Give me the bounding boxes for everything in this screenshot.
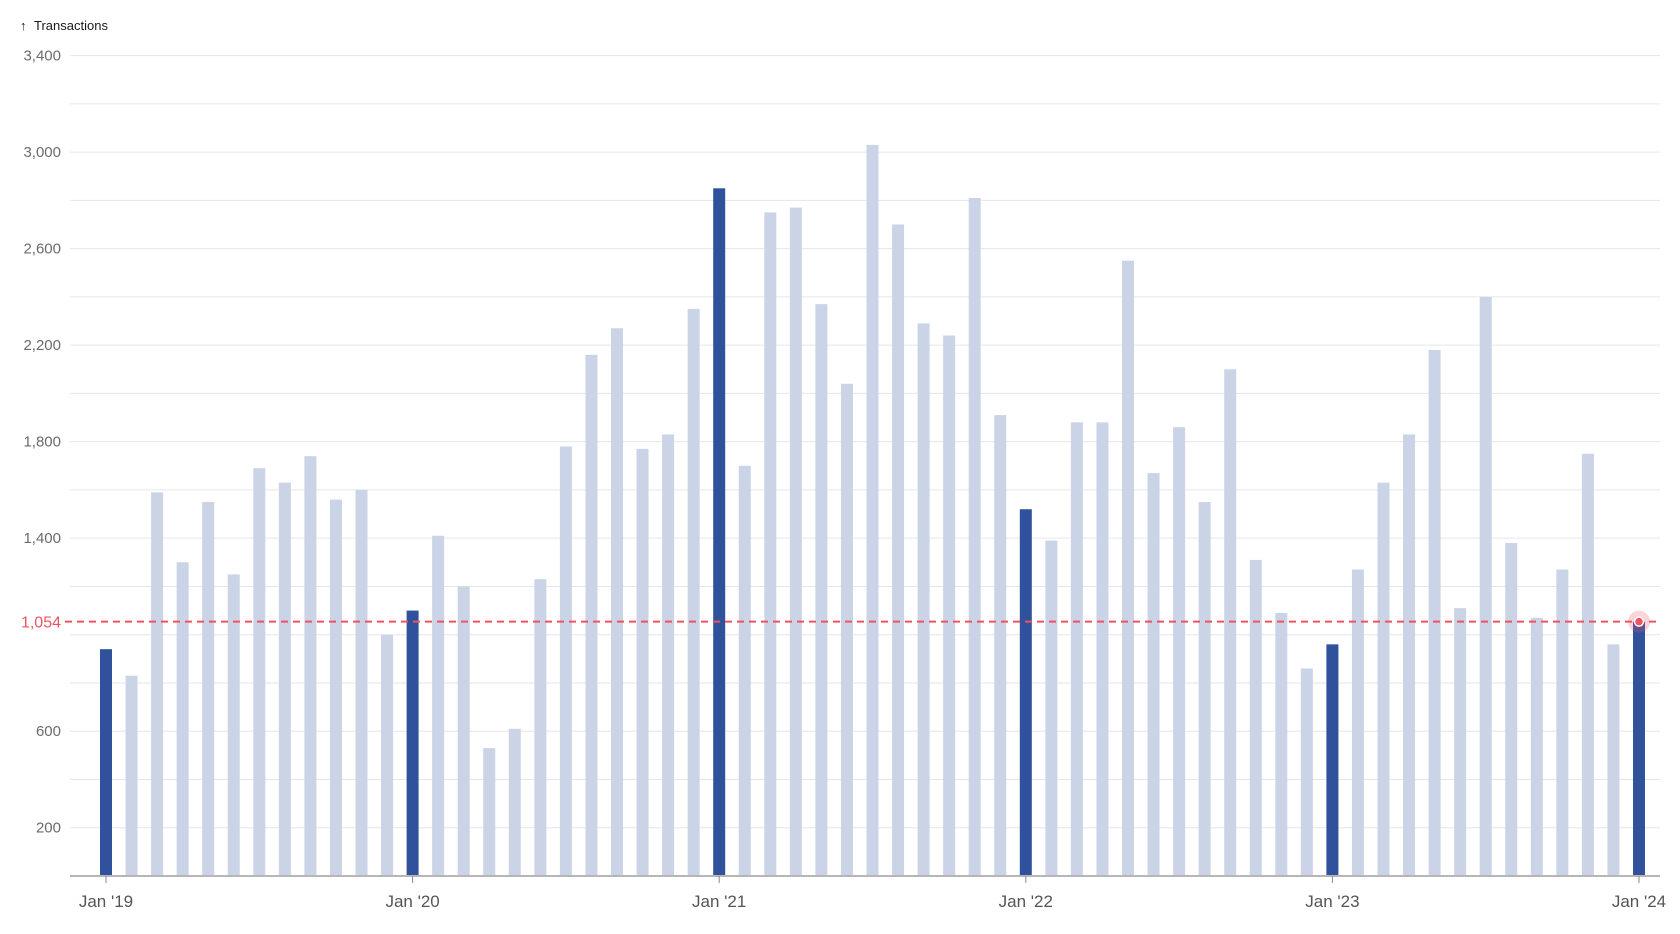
- y-tick-label: 3,400: [23, 48, 61, 65]
- y-axis-label: Transactions: [34, 18, 108, 33]
- bar[interactable]: [968, 197, 981, 875]
- bar[interactable]: [1300, 668, 1313, 875]
- bar[interactable]: [1428, 349, 1441, 875]
- bar[interactable]: [611, 328, 623, 875]
- x-tick-label: Jan '19: [79, 892, 133, 911]
- bar[interactable]: [1122, 260, 1134, 875]
- bar[interactable]: [585, 354, 598, 875]
- bar[interactable]: [381, 634, 394, 875]
- y-tick-label: 1,800: [23, 434, 61, 451]
- bar[interactable]: [151, 492, 164, 875]
- bar[interactable]: [534, 579, 547, 875]
- bar[interactable]: [892, 224, 905, 876]
- bar[interactable]: [1479, 296, 1492, 875]
- bar[interactable]: [1607, 644, 1620, 875]
- bar[interactable]: [508, 728, 521, 875]
- bar[interactable]: [1096, 422, 1109, 875]
- bar[interactable]: [1147, 473, 1160, 875]
- bar[interactable]: [1173, 427, 1186, 875]
- bar[interactable]: [738, 465, 751, 875]
- bar[interactable]: [1556, 569, 1569, 875]
- bar[interactable]: [1070, 422, 1083, 875]
- bar[interactable]: [1454, 608, 1467, 875]
- bar[interactable]: [789, 207, 802, 875]
- bar[interactable]: [636, 448, 649, 875]
- bar-highlighted[interactable]: [713, 188, 726, 876]
- bar[interactable]: [202, 501, 215, 875]
- bar[interactable]: [687, 308, 700, 875]
- x-tick-label: Jan '23: [1305, 892, 1359, 911]
- bar[interactable]: [1249, 559, 1262, 875]
- bar[interactable]: [994, 415, 1007, 875]
- y-tick-label: 2,600: [23, 241, 61, 258]
- bar[interactable]: [866, 144, 879, 876]
- x-tick-label: Jan '24: [1612, 892, 1666, 911]
- reference-line-group: 1,054: [21, 610, 1660, 633]
- bar[interactable]: [943, 335, 956, 875]
- y-axis-title: ↑ Transactions: [20, 18, 108, 33]
- bar[interactable]: [764, 212, 777, 876]
- bar[interactable]: [304, 456, 317, 875]
- bar-highlighted[interactable]: [406, 610, 419, 875]
- bar[interactable]: [1505, 543, 1518, 875]
- bar[interactable]: [1351, 569, 1364, 875]
- bar[interactable]: [176, 562, 189, 875]
- bar[interactable]: [917, 323, 930, 876]
- bar[interactable]: [662, 434, 675, 875]
- bar[interactable]: [840, 383, 853, 875]
- x-tick-label: Jan '22: [999, 892, 1053, 911]
- y-tick-label: 2,200: [23, 337, 61, 354]
- y-axis-tick-labels: 200 600 1,400 1,800 2,200 2,600 3,000 3,400: [23, 48, 61, 837]
- bar[interactable]: [1581, 453, 1594, 875]
- bar[interactable]: [559, 446, 572, 875]
- reference-line-label: 1,054: [21, 615, 61, 632]
- bars: [100, 144, 1645, 876]
- x-tick-label: Jan '20: [385, 892, 439, 911]
- bar[interactable]: [355, 489, 368, 875]
- reference-point[interactable]: [1633, 616, 1645, 627]
- bar-highlighted[interactable]: [1326, 644, 1339, 875]
- bar[interactable]: [329, 499, 342, 875]
- bar[interactable]: [1275, 612, 1288, 875]
- bar-highlighted[interactable]: [100, 649, 112, 875]
- bar[interactable]: [278, 482, 291, 875]
- bar[interactable]: [457, 586, 470, 875]
- bar-highlighted[interactable]: [1019, 509, 1032, 875]
- bar[interactable]: [1198, 501, 1211, 875]
- y-axis-arrow: ↑: [20, 18, 27, 33]
- bar-highlighted[interactable]: [1633, 621, 1645, 875]
- y-tick-label: 3,000: [23, 144, 61, 161]
- y-tick-label: 600: [36, 723, 61, 740]
- x-axis-ticks: Jan '19 Jan '20 Jan '21 Jan '22 Jan '23 Jan '…: [79, 876, 1666, 911]
- bar[interactable]: [1403, 434, 1416, 875]
- bar[interactable]: [432, 535, 445, 875]
- bar[interactable]: [1530, 617, 1543, 875]
- bar[interactable]: [125, 675, 138, 875]
- bar[interactable]: [227, 574, 240, 875]
- bar[interactable]: [483, 748, 496, 875]
- y-tick-label: 1,400: [23, 530, 61, 547]
- y-tick-label: 200: [36, 820, 61, 837]
- bar[interactable]: [1045, 540, 1058, 875]
- x-tick-label: Jan '21: [692, 892, 746, 911]
- bar[interactable]: [815, 304, 828, 875]
- bar[interactable]: [253, 468, 266, 875]
- bar[interactable]: [1377, 482, 1390, 875]
